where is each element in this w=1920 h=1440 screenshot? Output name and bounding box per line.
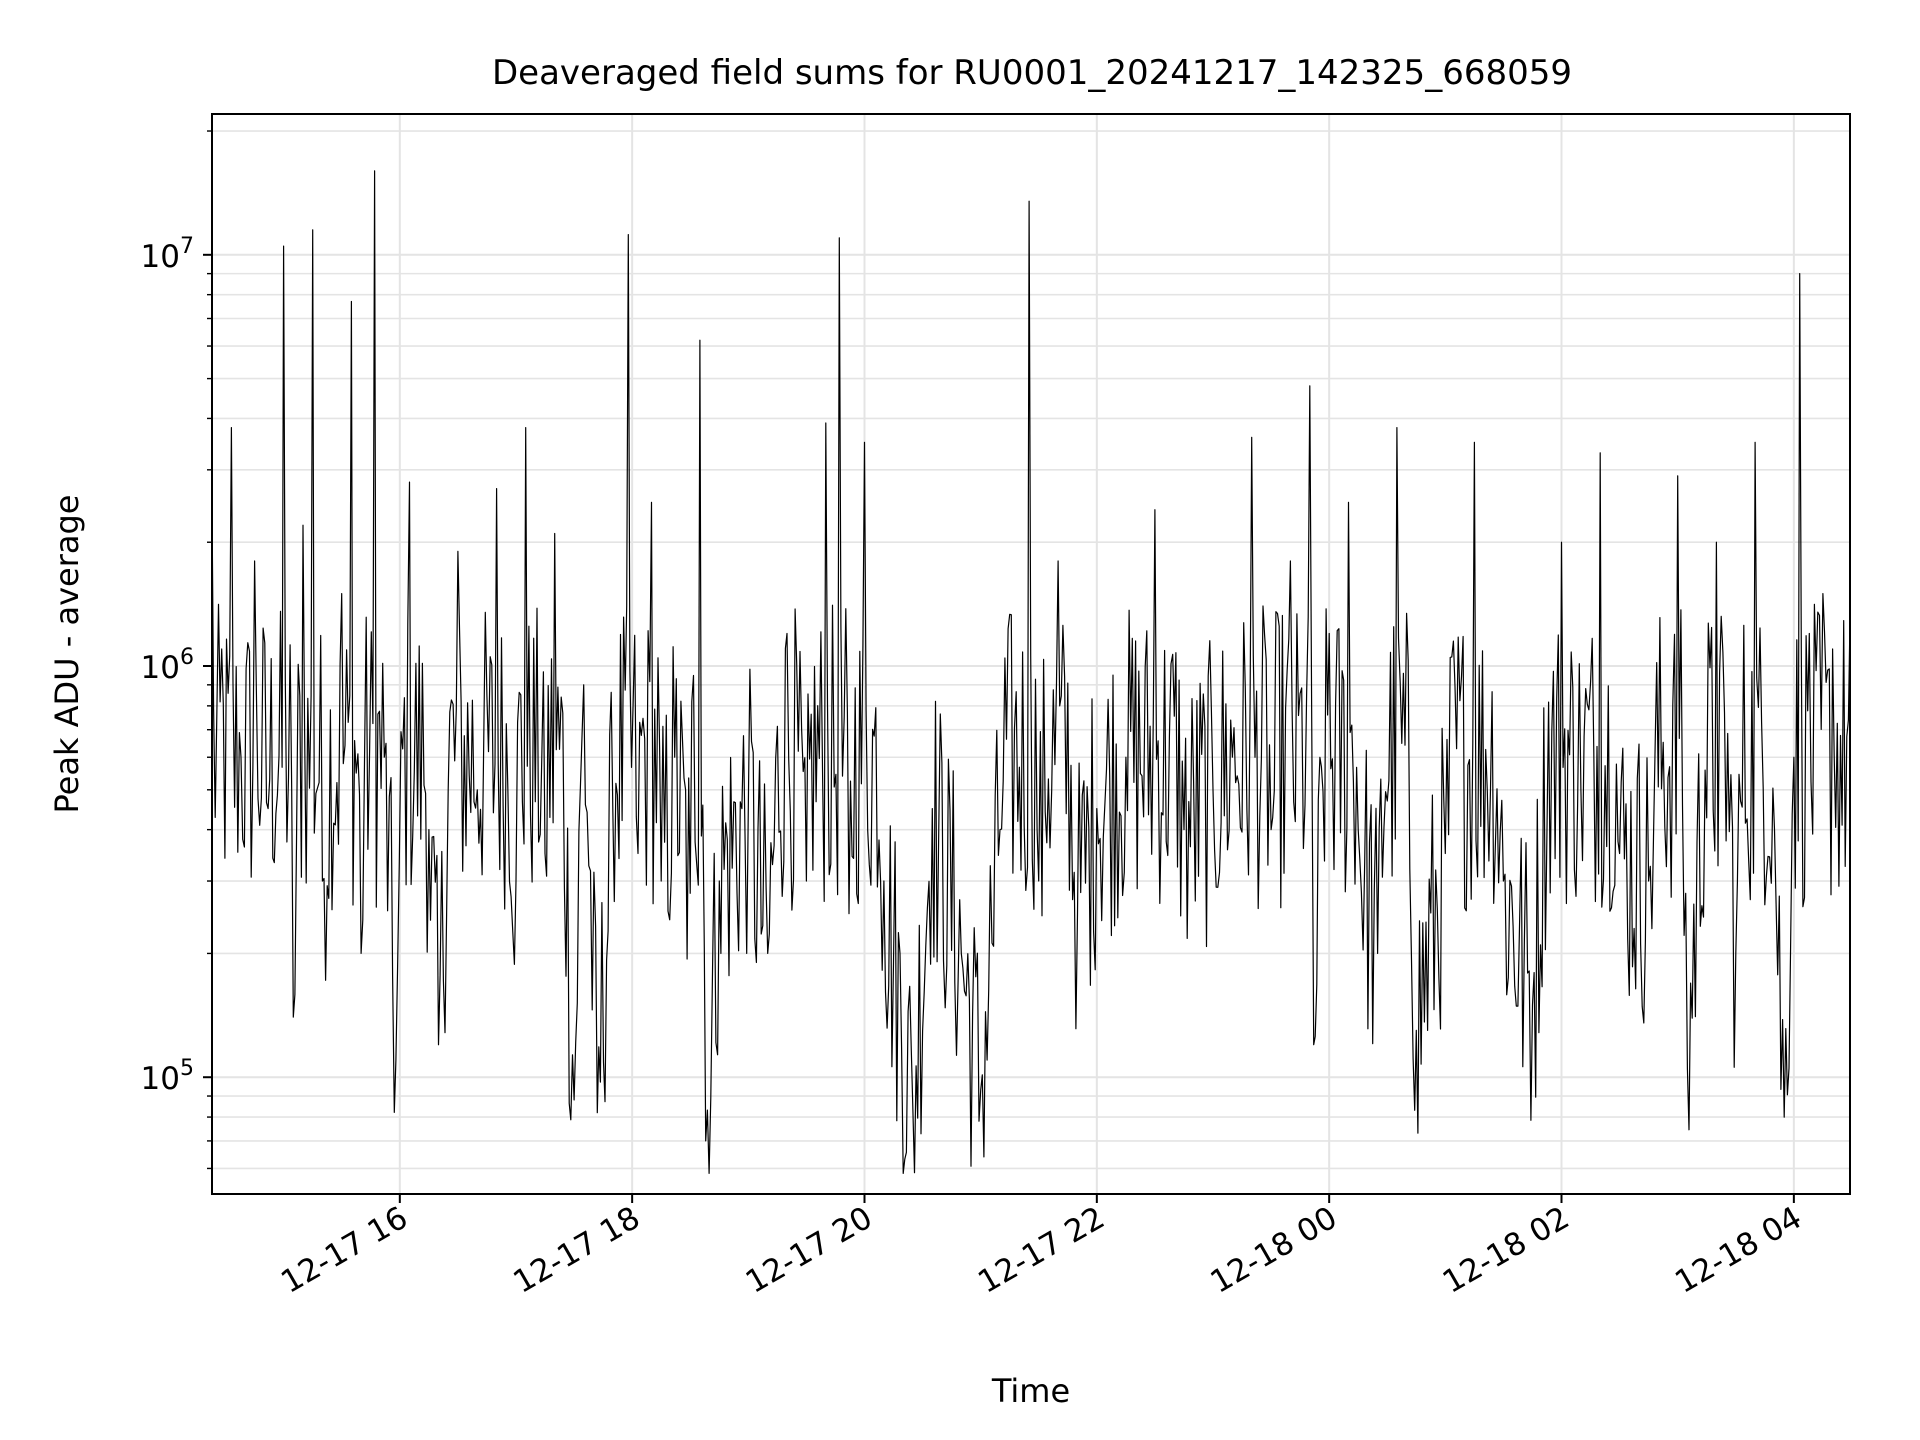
- plot-frame: [211, 113, 1851, 1195]
- series-line: [212, 170, 1850, 1175]
- x-axis-label: Time: [991, 1372, 1070, 1410]
- y-axis-label: Peak ADU - average: [48, 495, 86, 814]
- chart-title: Deaveraged field sums for RU0001_2024121…: [492, 53, 1572, 93]
- plot-area: [212, 170, 1850, 1175]
